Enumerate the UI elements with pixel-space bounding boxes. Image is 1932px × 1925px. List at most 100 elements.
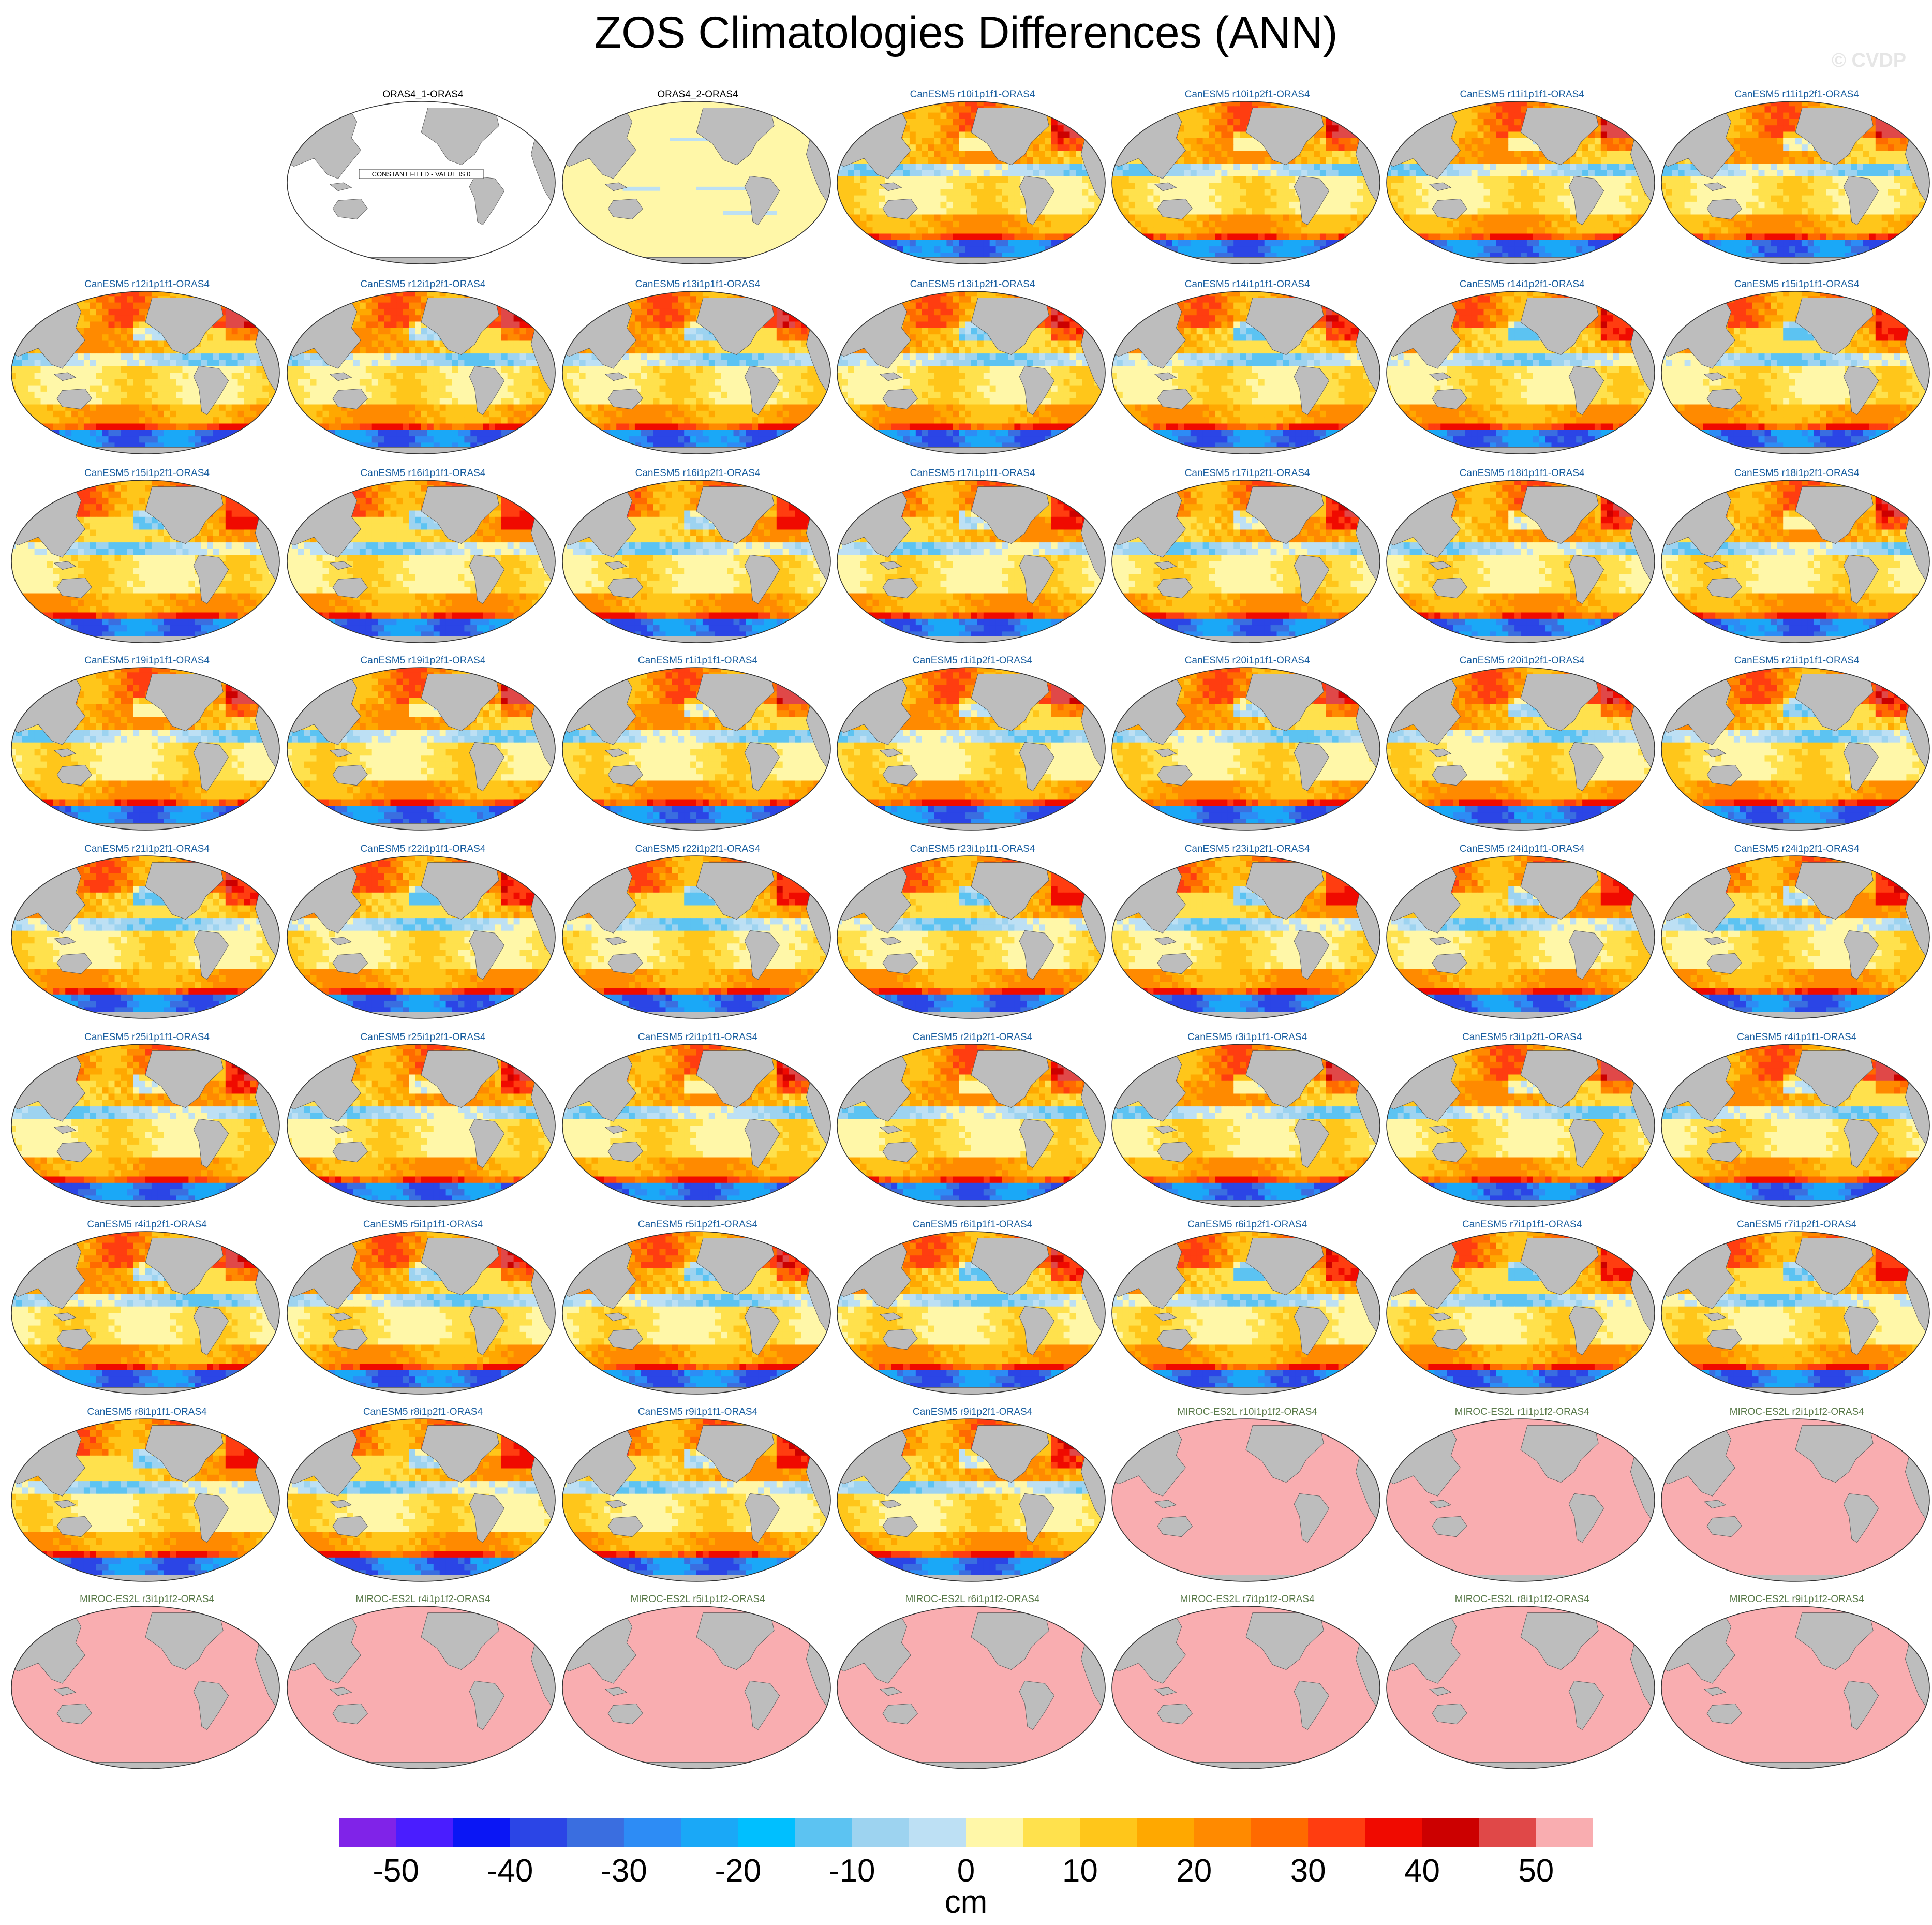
field-cell xyxy=(841,240,848,247)
field-cell xyxy=(1545,214,1552,221)
field-cell xyxy=(1758,125,1765,132)
field-cell xyxy=(1539,227,1545,234)
field-cell xyxy=(1397,189,1404,196)
field-cell xyxy=(1276,176,1283,184)
field-cell xyxy=(1459,221,1466,228)
field-cell xyxy=(1551,240,1558,247)
field-cell xyxy=(1326,202,1332,209)
field-cell xyxy=(837,233,842,241)
field-cell xyxy=(952,208,959,215)
field-cell xyxy=(1069,138,1076,145)
field-cell xyxy=(250,302,257,309)
field-cell xyxy=(1502,113,1509,120)
field-cell xyxy=(1795,106,1802,113)
field-cell xyxy=(1557,208,1564,215)
field-cell xyxy=(1869,214,1876,221)
field-cell xyxy=(1446,176,1453,184)
field-cell xyxy=(1227,144,1234,152)
field-cell xyxy=(1564,202,1570,209)
field-cell xyxy=(1122,189,1129,196)
field-cell xyxy=(1727,189,1734,196)
field-cell xyxy=(1319,138,1327,145)
field-cell xyxy=(890,253,898,260)
field-cell xyxy=(1245,101,1253,107)
field-cell xyxy=(1165,106,1172,113)
map-panel: CanESM5 r12i1p1f1-ORAS4 xyxy=(10,278,284,465)
land-mass xyxy=(1432,199,1467,220)
field-cell xyxy=(1357,253,1363,260)
field-cell xyxy=(1276,101,1283,107)
field-cell xyxy=(1795,221,1802,228)
field-cell xyxy=(1202,208,1209,215)
field-cell xyxy=(903,164,910,171)
field-cell xyxy=(1233,176,1240,184)
field-cell xyxy=(1845,227,1851,234)
field-cell xyxy=(940,221,947,228)
field-cell xyxy=(1533,144,1539,152)
field-cell xyxy=(934,157,941,165)
field-cell xyxy=(1619,157,1626,165)
field-cell xyxy=(958,144,965,152)
field-cell xyxy=(1496,196,1503,202)
field-cell xyxy=(971,157,978,165)
field-cell xyxy=(1795,101,1802,107)
field-cell xyxy=(1063,144,1070,152)
field-cell xyxy=(1856,170,1864,177)
field-cell xyxy=(964,176,972,184)
field-cell xyxy=(1326,196,1332,202)
field-cell xyxy=(1051,101,1058,107)
panel-title: ORAS4_2-ORAS4 xyxy=(561,88,835,101)
field-cell xyxy=(127,334,133,342)
field-cell xyxy=(1900,221,1907,228)
field-cell xyxy=(1190,189,1197,196)
field-cell xyxy=(841,125,848,132)
field-cell xyxy=(1221,240,1228,247)
field-cell xyxy=(1545,233,1552,241)
field-cell xyxy=(964,113,972,120)
field-cell xyxy=(1526,233,1534,241)
field-cell xyxy=(1258,151,1265,158)
field-cell xyxy=(1459,113,1466,120)
field-cell xyxy=(1477,164,1484,171)
field-cell xyxy=(1239,113,1246,120)
field-cell xyxy=(1678,125,1685,132)
field-cell xyxy=(121,321,127,329)
field-cell xyxy=(1875,227,1882,234)
field-cell xyxy=(1912,246,1919,254)
field-cell xyxy=(1221,189,1228,196)
field-cell xyxy=(1758,176,1765,184)
field-cell xyxy=(1209,113,1215,120)
field-cell xyxy=(854,176,860,184)
field-cell xyxy=(866,214,873,221)
field-cell xyxy=(1888,125,1894,132)
field-cell xyxy=(1801,157,1808,165)
field-cell xyxy=(1128,113,1135,120)
field-cell xyxy=(1283,164,1289,171)
field-cell xyxy=(1276,183,1283,190)
field-cell xyxy=(1496,131,1503,139)
field-cell xyxy=(16,334,23,342)
field-cell xyxy=(1190,183,1197,190)
field-cell xyxy=(977,189,984,196)
field-cell xyxy=(1490,101,1496,107)
field-cell xyxy=(1607,233,1613,241)
field-cell xyxy=(1233,164,1240,171)
field-cell xyxy=(1619,144,1626,152)
field-cell xyxy=(1777,131,1784,139)
field-cell xyxy=(1918,233,1925,241)
field-cell xyxy=(1666,125,1673,132)
field-cell xyxy=(1239,202,1246,209)
field-cell xyxy=(1094,227,1101,234)
field-cell xyxy=(1264,233,1271,241)
field-cell xyxy=(1740,221,1747,228)
field-cell xyxy=(1613,202,1619,209)
field-cell xyxy=(108,334,115,342)
field-cell xyxy=(848,131,854,139)
field-cell xyxy=(1826,196,1833,202)
field-cell xyxy=(1789,164,1796,171)
field-cell xyxy=(1403,208,1410,215)
field-cell xyxy=(1508,221,1515,228)
field-cell xyxy=(1697,113,1703,120)
field-cell xyxy=(22,296,29,303)
field-cell xyxy=(1496,138,1503,145)
